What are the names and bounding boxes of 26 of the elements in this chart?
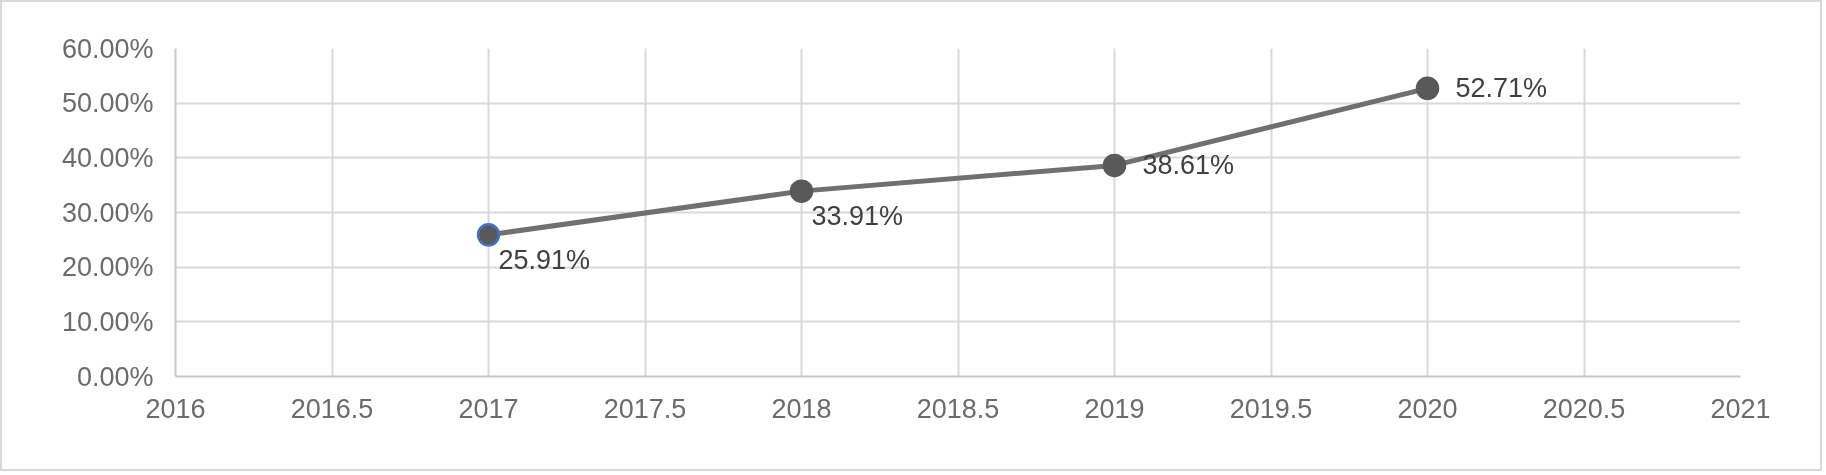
x-tick-label: 2016 <box>145 393 206 424</box>
data-label: 38.61% <box>1142 150 1235 181</box>
y-tick-label: 30.00% <box>61 197 154 228</box>
y-tick-label: 20.00% <box>61 252 154 283</box>
x-tick-label: 2017 <box>458 393 519 424</box>
x-tick-label: 2018.5 <box>916 393 1000 424</box>
point <box>1415 76 1440 101</box>
x-tick-label: 2018 <box>771 393 832 424</box>
point <box>476 223 501 247</box>
y-tick-label: 40.00% <box>61 142 154 173</box>
point <box>789 179 814 203</box>
point <box>1102 153 1127 178</box>
y-tick-label: 50.00% <box>61 88 154 119</box>
x-tick-label: 2017.5 <box>603 393 687 424</box>
y-tick-label: 0.00% <box>76 361 154 392</box>
data-label: 52.71% <box>1455 73 1548 104</box>
x-tick-label: 2021 <box>1710 393 1771 424</box>
x-tick-label: 2020.5 <box>1542 393 1626 424</box>
x-tick-label: 2020 <box>1397 393 1458 424</box>
x-tick-label: 2019 <box>1084 393 1145 424</box>
x-tick-label: 2019.5 <box>1229 393 1313 424</box>
y-tick-label: 10.00% <box>61 306 154 337</box>
x-tick-label: 2016.5 <box>290 393 374 424</box>
data-label: 25.91% <box>498 244 591 275</box>
data-label: 33.91% <box>811 201 904 232</box>
y-tick-label: 60.00% <box>61 33 154 64</box>
